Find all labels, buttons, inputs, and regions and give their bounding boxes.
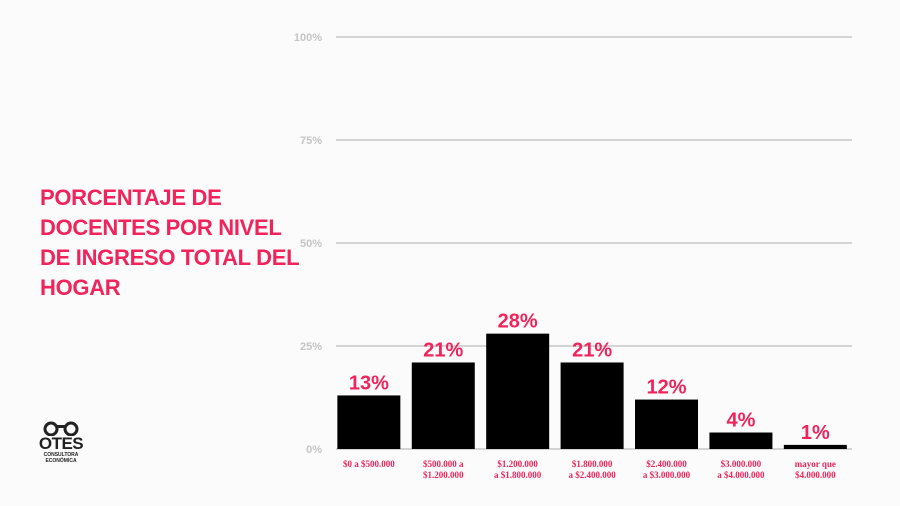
otes-logo: OTES CONSULTORA ECONÓMICA: [36, 420, 86, 464]
data-label: 28%: [498, 311, 538, 333]
data-label: 4%: [726, 410, 755, 432]
x-tick-label: a $4.000.000: [717, 470, 765, 480]
x-tick-label: mayor que: [795, 459, 836, 469]
bar: [783, 444, 847, 449]
data-label: 1%: [801, 422, 830, 444]
x-tick-label: $0 a $500.000: [343, 459, 395, 469]
x-tick-label: $2.400.000: [646, 459, 687, 469]
y-tick-label: 75%: [300, 135, 322, 147]
y-tick-label: 50%: [300, 238, 322, 250]
data-label: 13%: [349, 372, 389, 394]
logo-name: OTES: [38, 434, 84, 453]
x-tick-label: $500.000 a: [423, 459, 464, 469]
bar: [709, 432, 773, 449]
x-tick-label: $1.200.000: [423, 470, 464, 480]
bar: [635, 399, 699, 449]
y-tick-label: 100%: [294, 32, 322, 44]
data-label: 12%: [646, 377, 686, 399]
x-tick-label: a $3.000.000: [643, 470, 691, 480]
x-tick-label: $1.800.000: [572, 459, 613, 469]
bar: [411, 362, 475, 449]
bar: [337, 395, 401, 449]
x-tick-label: a $2.400.000: [568, 470, 616, 480]
bar: [560, 362, 624, 449]
data-label: 21%: [572, 339, 612, 361]
bar: [486, 333, 550, 449]
logo-sub: CONSULTORA ECONÓMICA: [43, 452, 79, 464]
x-tick-label: $4.000.000: [795, 470, 836, 480]
y-tick-label: 0%: [306, 444, 322, 456]
y-tick-label: 25%: [300, 341, 322, 353]
x-tick-label: $3.000.000: [721, 459, 762, 469]
data-label: 21%: [423, 339, 463, 361]
x-tick-label: $1.200.000: [497, 459, 538, 469]
x-tick-label: a $1.800.000: [494, 470, 542, 480]
chart-title: PORCENTAJE DE DOCENTES POR NIVEL DE INGR…: [40, 185, 299, 300]
binoculars-icon: [43, 421, 79, 436]
